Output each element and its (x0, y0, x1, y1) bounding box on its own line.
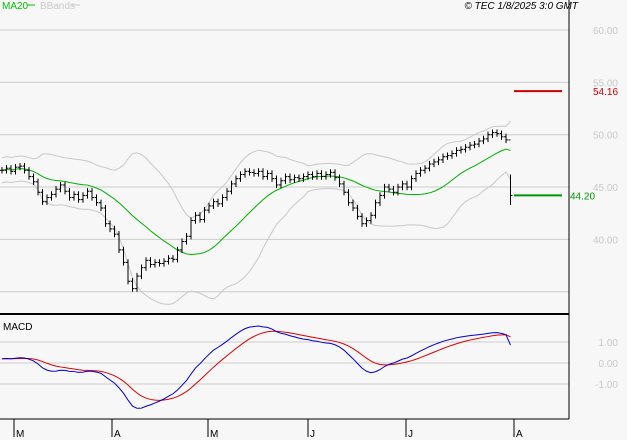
x-tick-label: A (114, 429, 121, 440)
ma20 (1, 148, 511, 256)
price-bars (0, 129, 513, 292)
level-label: 54.16 (593, 87, 618, 98)
macd-title: MACD (3, 322, 32, 333)
legend-bbands: BBands (40, 1, 75, 12)
bbands (1, 120, 511, 305)
macd-lines (1, 325, 511, 409)
macd-tick-label: 0.00 (599, 359, 619, 370)
macd-tick-label: -1.00 (595, 380, 618, 391)
y-tick-label: 55.00 (593, 78, 618, 89)
x-tick-label: M (16, 429, 24, 440)
legend-ma20: MA20 (2, 1, 29, 12)
copyright: © TEC 1/8/2025 3:0 GMT (464, 1, 578, 12)
grid (0, 29, 569, 385)
y-tick-label: 50.00 (593, 131, 618, 142)
ma20-line (1, 148, 511, 256)
x-tick-label: A (516, 429, 523, 440)
level-label: 44.20 (570, 191, 595, 202)
x-tick-label: M (210, 429, 218, 440)
y-tick-label: 45.00 (593, 183, 618, 194)
price-levels: 54.16 44.20 (514, 87, 618, 202)
bband-lower (1, 171, 511, 305)
x-tick-label: J (408, 429, 413, 440)
macd-line (1, 325, 511, 409)
y-tick-label: 60.00 (593, 26, 618, 37)
macd-signal-line (1, 330, 511, 401)
x-tick-label: J (310, 429, 315, 440)
bband-upper (1, 120, 511, 219)
macd-tick-label: 1.00 (599, 338, 619, 349)
y-tick-label: 40.00 (593, 235, 618, 246)
